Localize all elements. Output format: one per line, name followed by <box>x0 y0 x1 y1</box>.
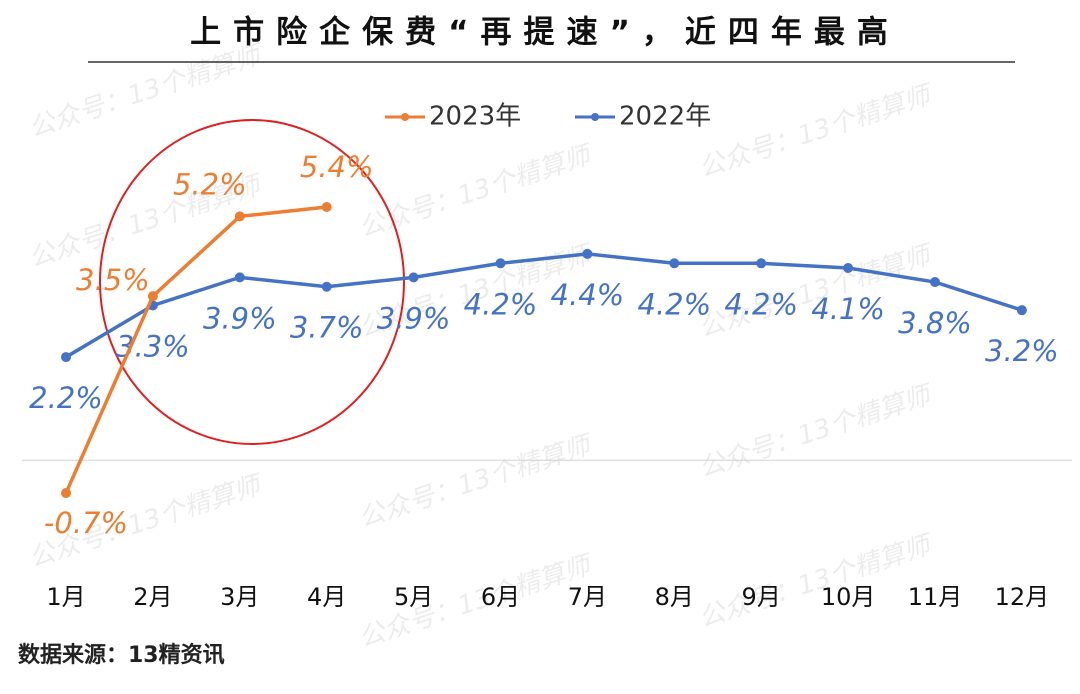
x-tick-label: 9月 <box>742 583 781 611</box>
x-tick-label: 12月 <box>995 583 1050 611</box>
point <box>321 202 332 213</box>
point <box>930 277 940 288</box>
point <box>147 291 158 302</box>
data-label: 3.2% <box>985 334 1059 368</box>
data-label: 3.9% <box>377 301 451 335</box>
data-label: 4.2% <box>464 287 538 321</box>
data-label: 4.4% <box>551 278 625 312</box>
point <box>669 258 680 269</box>
legend-marker <box>401 113 409 121</box>
point <box>408 272 419 283</box>
legend-marker <box>591 113 599 121</box>
source-note: 数据来源：13精资讯 <box>18 642 225 668</box>
watermark: 公众号：13个精算师 <box>355 140 597 244</box>
watermark: 公众号：13个精算师 <box>25 40 267 144</box>
point <box>321 281 332 292</box>
series-line <box>64 205 327 494</box>
data-label: 3.7% <box>290 311 364 345</box>
watermark: 公众号：13个精算师 <box>695 530 937 634</box>
x-tick-label: 5月 <box>394 583 433 611</box>
x-tick-label: 6月 <box>481 583 520 611</box>
legend-label: 2023年 <box>429 102 521 132</box>
legend-label: 2022年 <box>619 102 711 132</box>
highlight-ellipse <box>99 119 405 445</box>
data-label: 4.1% <box>811 292 885 326</box>
point <box>61 488 71 499</box>
point <box>234 272 245 283</box>
data-label: 5.2% <box>173 167 247 201</box>
x-tick-label: 8月 <box>655 583 694 611</box>
x-tick-label: 10月 <box>821 583 876 611</box>
data-label: 3.3% <box>116 329 190 363</box>
point <box>582 248 593 259</box>
x-tick-label: 4月 <box>307 583 346 611</box>
point <box>1016 305 1027 316</box>
data-label: 3.5% <box>76 263 150 297</box>
data-label: 2.2% <box>29 381 103 415</box>
point <box>495 258 506 269</box>
data-label: 4.2% <box>724 287 798 321</box>
watermark: 公众号：13个精算师 <box>695 380 937 484</box>
watermark: 公众号：13个精算师 <box>355 550 597 654</box>
watermark: 公众号：13个精算师 <box>695 80 937 184</box>
point <box>756 258 767 269</box>
point <box>843 262 854 273</box>
chart-title: 上市险企保费“再提速”，近四年最高 <box>190 15 900 51</box>
watermark: 公众号：13个精算师 <box>355 430 597 534</box>
x-tick-label: 3月 <box>220 583 259 611</box>
point <box>234 211 245 222</box>
x-tick-label: 7月 <box>568 583 607 611</box>
data-label: 5.4% <box>300 150 374 184</box>
data-label: -0.7% <box>44 506 128 540</box>
data-label: 4.2% <box>637 287 711 321</box>
x-tick-label: 1月 <box>46 583 85 611</box>
data-label: 3.8% <box>898 306 972 340</box>
series-line <box>65 252 1023 359</box>
x-tick-label: 11月 <box>908 583 963 611</box>
x-tick-label: 2月 <box>133 583 172 611</box>
data-label: 3.9% <box>203 301 277 335</box>
point <box>61 352 71 363</box>
